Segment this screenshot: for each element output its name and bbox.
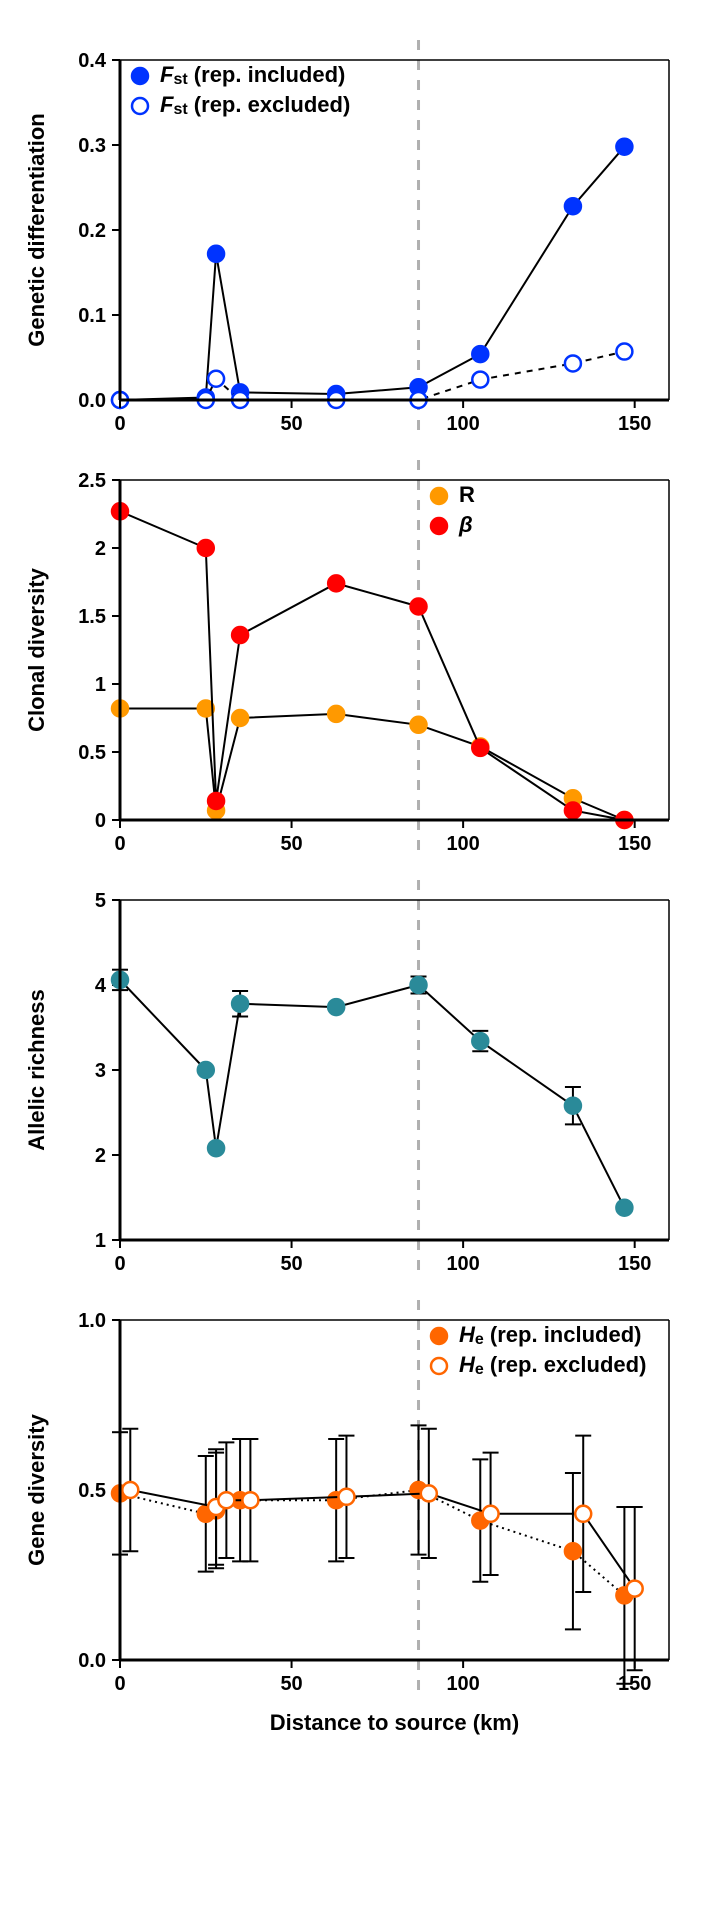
xtick-label: 100 [446, 1673, 479, 1695]
ytick-label: 0.0 [78, 390, 106, 412]
marker-beta [232, 627, 248, 643]
marker-allelic_richness [565, 1098, 581, 1114]
ylabel: Clonal diversity [24, 567, 49, 732]
panel-panel4: 0.0 0.5 1.0 Gene diversity 0 50 100 150 He (rep.… [24, 1300, 669, 1700]
marker-allelic_richness [472, 1033, 488, 1049]
marker-He_excluded [122, 1482, 138, 1498]
xtick-label: 100 [446, 413, 479, 435]
xtick-label: 150 [618, 413, 651, 435]
marker-He_excluded [421, 1485, 437, 1501]
marker-Fst_excluded [208, 371, 224, 387]
marker-beta [208, 793, 224, 809]
xtick-label: 0 [114, 413, 125, 435]
xtick-label: 50 [280, 1673, 302, 1695]
legend-marker [132, 68, 148, 84]
ytick-label: 1.5 [78, 606, 106, 628]
ytick-label: 1 [95, 674, 106, 696]
panel-panel3: 1 2 3 4 5 Allelic richness 0 50 100 150 [24, 880, 669, 1280]
marker-He_excluded [575, 1506, 591, 1522]
marker-Fst_excluded [472, 372, 488, 388]
series-line-beta [120, 511, 624, 820]
marker-Fst_included [208, 246, 224, 262]
ytick-label: 0.2 [78, 220, 106, 242]
xlabel: Distance to source (km) [270, 1710, 519, 1735]
marker-allelic_richness [232, 996, 248, 1012]
ytick-label: 0.5 [78, 742, 106, 764]
xtick-label: 150 [618, 1673, 651, 1695]
ylabel: Gene diversity [24, 1413, 49, 1565]
series-line-Fst_excluded [120, 352, 624, 400]
legend-marker [431, 518, 447, 534]
marker-beta [472, 740, 488, 756]
ytick-label: 1.0 [78, 1310, 106, 1332]
marker-R [328, 706, 344, 722]
xtick-label: 50 [280, 833, 302, 855]
ytick-label: 0.5 [78, 1480, 106, 1502]
marker-allelic_richness [198, 1062, 214, 1078]
legend-label: R [459, 482, 475, 507]
series-line-R [120, 708, 624, 820]
marker-He_excluded [483, 1506, 499, 1522]
xtick-label: 0 [114, 1673, 125, 1695]
xtick-label: 100 [446, 1253, 479, 1275]
xtick-label: 0 [114, 1253, 125, 1275]
xtick-label: 0 [114, 833, 125, 855]
xtick-label: 150 [618, 1253, 651, 1275]
marker-Fst_excluded [565, 355, 581, 371]
ytick-label: 3 [95, 1060, 106, 1082]
ytick-label: 5 [95, 890, 106, 912]
marker-beta [565, 802, 581, 818]
ytick-label: 4 [95, 975, 107, 997]
marker-allelic_richness [328, 999, 344, 1015]
marker-He_excluded [627, 1581, 643, 1597]
marker-beta [411, 598, 427, 614]
ylabel: Genetic differentiation [24, 113, 49, 346]
legend-marker [431, 488, 447, 504]
figure-svg: 0.0 0.1 0.2 0.3 0.4 Genetic differentiation 0 5… [10, 20, 699, 1760]
marker-Fst_excluded [616, 344, 632, 360]
ytick-label: 0.3 [78, 135, 106, 157]
legend-marker [431, 1358, 447, 1374]
ytick-label: 0 [95, 810, 106, 832]
legend-label: Fst (rep. included) [160, 62, 345, 88]
legend-marker [132, 98, 148, 114]
marker-Fst_included [472, 346, 488, 362]
panel-panel1: 0.0 0.1 0.2 0.3 0.4 Genetic differentiation 0 5… [24, 40, 669, 440]
marker-R [411, 717, 427, 733]
series-line-allelic_richness [120, 980, 624, 1208]
legend-label: Fst (rep. excluded) [160, 92, 350, 118]
legend-label: He (rep. excluded) [459, 1352, 646, 1378]
legend-label: He (rep. included) [459, 1322, 641, 1348]
figure: 0.0 0.1 0.2 0.3 0.4 Genetic differentiation 0 5… [0, 0, 709, 1780]
xtick-label: 50 [280, 1253, 302, 1275]
ytick-label: 0.1 [78, 305, 106, 327]
marker-beta [328, 575, 344, 591]
ytick-label: 2 [95, 1145, 106, 1167]
legend-label: β [458, 512, 473, 537]
ytick-label: 2 [95, 538, 106, 560]
marker-He_excluded [218, 1492, 234, 1508]
marker-R [232, 710, 248, 726]
ytick-label: 2.5 [78, 470, 106, 492]
marker-allelic_richness [616, 1200, 632, 1216]
marker-He_excluded [242, 1492, 258, 1508]
marker-beta [198, 540, 214, 556]
marker-He_included [565, 1543, 581, 1559]
marker-allelic_richness [411, 977, 427, 993]
xtick-label: 50 [280, 413, 302, 435]
ytick-label: 1 [95, 1230, 106, 1252]
series-line-Fst_included [120, 147, 624, 400]
xtick-label: 100 [446, 833, 479, 855]
marker-Fst_included [565, 198, 581, 214]
marker-allelic_richness [208, 1140, 224, 1156]
xtick-label: 150 [618, 833, 651, 855]
series-line-He_included [120, 1490, 624, 1595]
panel-panel2: 0 0.5 1 1.5 2 2.5 Clonal diversity 0 50 100 150 Rβ [24, 460, 669, 860]
ytick-label: 0.0 [78, 1650, 106, 1672]
marker-Fst_included [616, 139, 632, 155]
marker-He_excluded [338, 1489, 354, 1505]
legend-marker [431, 1328, 447, 1344]
ytick-label: 0.4 [78, 50, 107, 72]
ylabel: Allelic richness [24, 989, 49, 1150]
